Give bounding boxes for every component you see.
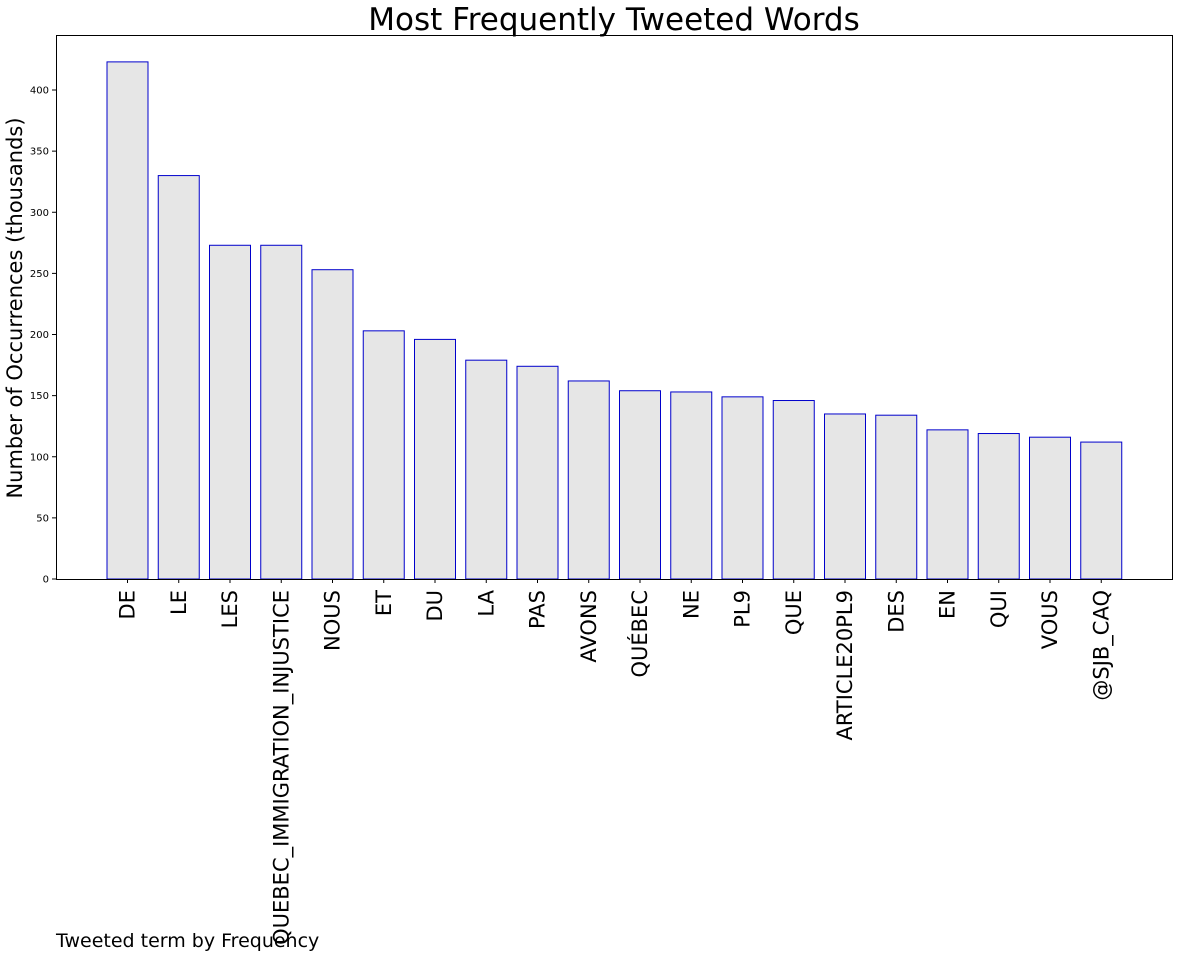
bar	[977, 433, 1020, 580]
x-tick-label: LE	[167, 590, 191, 615]
x-tick-label: QUE	[782, 590, 806, 635]
bar	[209, 244, 251, 580]
x-tick-label: NOUS	[321, 590, 345, 651]
x-tick-label: ET	[372, 590, 396, 616]
bar	[1080, 441, 1123, 580]
y-tick-label: 250	[30, 269, 49, 280]
y-axis: 0 50 100 150 200 250 300 350 400	[30, 86, 56, 586]
x-tick-label: DE	[116, 590, 140, 619]
bar	[1029, 436, 1071, 580]
bar	[619, 390, 661, 580]
x-axis-label: Tweeted term by Frequency	[55, 930, 319, 952]
bar	[926, 429, 969, 580]
y-tick-label: 300	[30, 208, 49, 219]
bar	[567, 380, 610, 580]
x-tick-label: DU	[423, 590, 447, 622]
x-tick-label: QUEBEC_IMMIGRATION_INJUSTICE	[269, 590, 294, 945]
x-tick-label: AVONS	[577, 590, 601, 663]
x-tick-label: QUI	[987, 590, 1011, 628]
y-tick-label: 0	[43, 575, 49, 586]
bar	[157, 175, 200, 580]
bar	[772, 400, 815, 580]
bars-group	[106, 61, 1123, 580]
y-tick-label: 50	[36, 513, 49, 524]
x-tick-label: EN	[936, 590, 960, 619]
y-tick-label: 150	[30, 391, 49, 402]
bar	[824, 413, 866, 580]
x-tick-label: QUÉBEC	[627, 590, 652, 678]
x-tick-label: ARTICLE20PL9	[833, 590, 857, 741]
bar	[516, 365, 559, 580]
x-tick-label: PAS	[526, 590, 550, 629]
bar	[311, 269, 354, 580]
x-tick-label: LA	[474, 589, 498, 616]
x-tick-label: VOUS	[1038, 590, 1062, 649]
bar	[721, 396, 764, 580]
plot-frame	[56, 35, 1173, 580]
bar	[362, 330, 405, 580]
y-tick-label: 100	[30, 452, 49, 463]
y-tick-label: 200	[30, 330, 49, 341]
bar	[260, 244, 303, 580]
x-tick-label: PL9	[731, 590, 755, 628]
x-axis: DE LE LES QUEBEC_IMMIGRATION_INJUSTICE NOUS E…	[116, 579, 1114, 945]
y-axis-label: Number of Occurrences (thousands)	[3, 117, 27, 498]
bar	[465, 359, 508, 580]
bar	[875, 414, 918, 580]
x-tick-label: @SJB_CAQ	[1089, 590, 1114, 701]
bar	[670, 391, 713, 580]
y-tick-label: 400	[30, 86, 49, 97]
bar	[414, 338, 456, 580]
bar	[106, 61, 149, 580]
x-tick-label: NE	[679, 590, 703, 619]
chart-title: Most Frequently Tweeted Words	[368, 2, 860, 38]
y-tick-label: 350	[30, 147, 49, 158]
x-tick-label: LES	[218, 590, 242, 628]
x-tick-label: DES	[884, 590, 908, 633]
